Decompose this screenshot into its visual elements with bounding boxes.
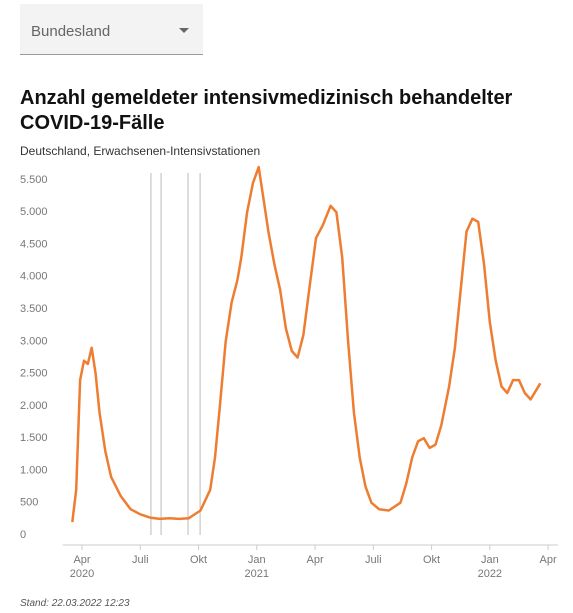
x-tick-label: Juli <box>365 554 382 566</box>
year-label: 2020 <box>70 568 94 580</box>
y-tick-label: 3.000 <box>20 335 48 347</box>
y-tick-label: 5.500 <box>20 174 48 186</box>
y-tick-label: 3.500 <box>20 303 48 315</box>
chart-title: Anzahl gemeldeter intensivmedizinisch be… <box>20 87 513 134</box>
y-tick-label: 1.000 <box>20 464 48 476</box>
y-tick-label: 4.000 <box>20 271 48 283</box>
x-tick-label: Jan <box>248 554 266 566</box>
x-tick-label: Jan <box>481 554 499 566</box>
footer: Stand: 22.03.2022 12:23 <box>20 598 130 609</box>
chart-subtitle: Deutschland, Erwachsenen-Intensivstation… <box>20 144 261 158</box>
x-tick-label: Okt <box>190 554 207 566</box>
x-tick-label: Apr <box>73 554 90 566</box>
y-tick-label: 2.000 <box>20 400 48 412</box>
y-tick-label: 0 <box>20 529 26 541</box>
y-tick-label: 500 <box>20 497 38 509</box>
y-tick-label: 2.500 <box>20 368 48 380</box>
dropdown-arrow <box>179 28 189 33</box>
x-tick-label: Apr <box>540 554 557 566</box>
y-tick-label: 5.000 <box>20 206 48 218</box>
dropdown-label: Bundesland <box>31 23 111 40</box>
dropdown[interactable]: Bundesland <box>20 4 203 55</box>
chart: 0 500 1.000 1.500 2.000 2.500 3.000 3.500 4.000 4… <box>20 165 558 580</box>
year-label: 2021 <box>245 568 269 580</box>
year-label: 2022 <box>478 568 502 580</box>
y-tick-label: 1.500 <box>20 432 48 444</box>
y-tick-label: 4.500 <box>20 238 48 250</box>
x-tick-label: Juli <box>132 554 149 566</box>
x-tick-label: Apr <box>306 554 323 566</box>
line <box>71 165 542 523</box>
x-tick-label: Okt <box>423 554 440 566</box>
